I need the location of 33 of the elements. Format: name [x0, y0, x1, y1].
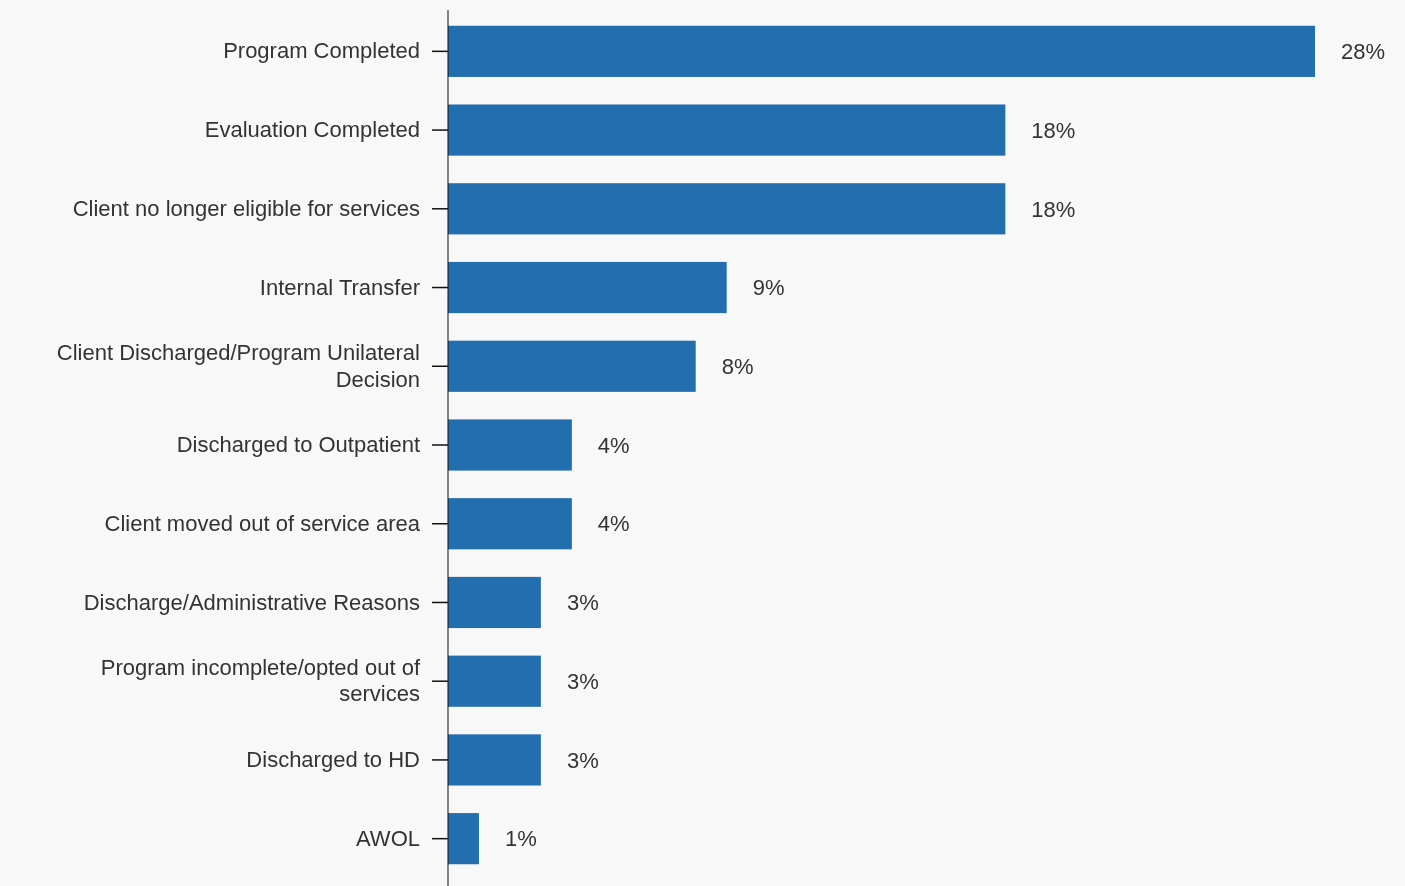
data-label: 3%: [566, 747, 599, 773]
data-label: 3%: [566, 590, 599, 616]
y-tick-label: Client moved out of service area: [104, 510, 421, 536]
y-tick-label: Client no longer eligible for services: [72, 195, 420, 221]
bar: [448, 25, 1315, 77]
bar: [448, 419, 572, 471]
y-tick-label: Internal Transfer: [259, 274, 420, 300]
data-label: 8%: [721, 353, 754, 379]
y-tick-label: Discharge/Administrative Reasons: [83, 589, 420, 615]
y-tick-label: Client Discharged/Program Unilateral Decision: [56, 340, 420, 392]
data-label: 18%: [1031, 117, 1076, 143]
y-tick-label: Discharged to Outpatient: [176, 432, 420, 458]
bar: [448, 340, 696, 392]
data-label: 4%: [597, 511, 630, 537]
bar: [448, 813, 479, 865]
y-tick-label: AWOL: [356, 825, 420, 851]
bar: [448, 183, 1006, 235]
data-label: 18%: [1031, 196, 1076, 222]
y-tick-label: Discharged to HD: [246, 746, 420, 772]
y-tick-label: Evaluation Completed: [204, 117, 420, 143]
data-label: 3%: [566, 668, 599, 694]
data-label: 4%: [597, 432, 630, 458]
bar: [448, 104, 1006, 156]
bar: [448, 498, 572, 550]
bar: [448, 576, 541, 629]
data-label: 1%: [504, 826, 537, 852]
bar: [448, 734, 541, 786]
y-tick-label: Program Completed: [223, 38, 420, 64]
y-tick-label: Program incomplete/opted out of services: [100, 655, 421, 707]
data-label: 28%: [1341, 39, 1386, 65]
bar: [448, 655, 541, 707]
data-label: 9%: [752, 275, 785, 301]
bar: [448, 261, 727, 314]
